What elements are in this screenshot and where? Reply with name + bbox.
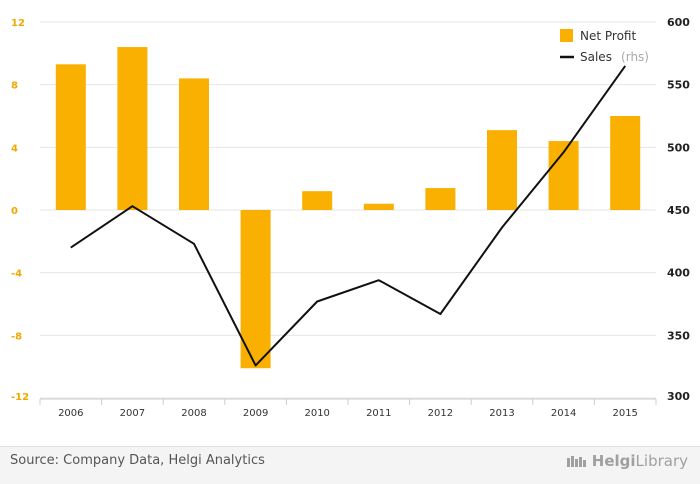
legend-sales-name: Sales (580, 50, 612, 64)
x-tick-label: 2006 (58, 408, 83, 419)
y-right-tick-label: 550 (667, 79, 690, 92)
y-right-tick-label: 450 (667, 204, 690, 217)
source-text: Source: Company Data, Helgi Analytics (10, 453, 265, 468)
x-tick-label: 2012 (428, 408, 453, 419)
legend: Net Profit Sales (rhs) (560, 29, 649, 65)
y-right-tick-label: 400 (667, 267, 690, 280)
y-left-tick-label: 4 (11, 143, 18, 154)
legend-label-net-profit: Net Profit (580, 29, 636, 43)
y-right-tick-label: 600 (667, 16, 690, 29)
bar-net-profit (117, 47, 147, 210)
bar-net-profit (302, 191, 332, 210)
y-right-tick-label: 350 (667, 329, 690, 342)
y-left-tick-label: 12 (11, 18, 25, 29)
sales-polyline (71, 66, 625, 366)
net-profit-bars (56, 47, 640, 368)
legend-label-sales: Sales (rhs) (580, 46, 649, 65)
library-icon (566, 454, 588, 468)
y-left-tick-label: 0 (11, 206, 18, 217)
bar-net-profit (56, 64, 86, 210)
legend-sales-suffix: (rhs) (621, 50, 649, 64)
brand-name-bold: Helgi (592, 452, 636, 470)
y-right-tick-label: 500 (667, 141, 690, 154)
right-axis-ticks: 600 550 500 450 400 350 300 (667, 16, 690, 403)
bar-net-profit (364, 204, 394, 210)
x-tick-label: 2014 (551, 408, 576, 419)
legend-swatch-net-profit (560, 29, 573, 42)
y-right-tick-label: 300 (667, 390, 690, 403)
x-tick-label: 2008 (181, 408, 206, 419)
left-axis-ticks: 12 8 4 0 -4 -8 -12 (11, 18, 29, 403)
x-tick-label: 2013 (489, 408, 514, 419)
y-left-tick-label: -12 (11, 392, 29, 403)
x-tick-label: 2015 (612, 408, 637, 419)
y-left-tick-label: 8 (11, 81, 18, 92)
bar-net-profit (610, 116, 640, 210)
x-tick-label: 2007 (120, 408, 145, 419)
footer: Source: Company Data, Helgi Analytics He… (0, 446, 700, 484)
bar-net-profit (179, 78, 209, 210)
x-tick-label: 2009 (243, 408, 268, 419)
y-left-tick-label: -8 (11, 331, 22, 342)
brand-name-light: Library (636, 452, 688, 470)
bar-net-profit (487, 130, 517, 210)
x-tick-label: 2011 (366, 408, 391, 419)
sales-line (71, 66, 626, 366)
y-left-tick-label: -4 (11, 269, 22, 280)
x-tick-label: 2010 (304, 408, 329, 419)
x-axis: 2006 2007 2008 2009 2010 2011 2012 2013 2014 2015 (40, 399, 656, 419)
bar-net-profit (425, 188, 455, 210)
